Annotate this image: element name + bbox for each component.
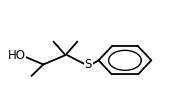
Text: S: S [85, 58, 92, 71]
Text: HO: HO [8, 49, 26, 62]
